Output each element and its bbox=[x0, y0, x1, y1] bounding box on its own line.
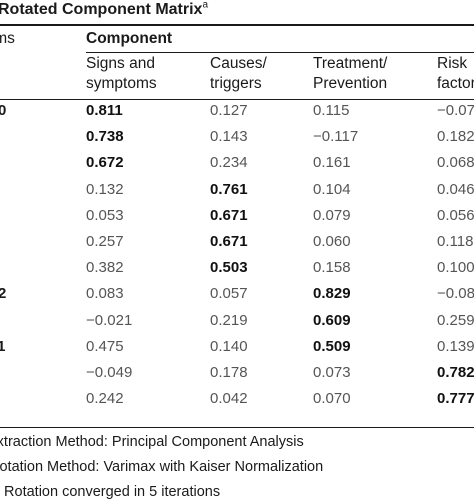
table-cell: 0.609 bbox=[313, 312, 351, 330]
component-group-header: Component bbox=[86, 30, 172, 48]
table-cell: −0.049 bbox=[86, 364, 132, 382]
column-header-1-line-1: triggers bbox=[210, 75, 262, 93]
table-cell: 0.046 bbox=[437, 181, 474, 199]
table-cell: 0.509 bbox=[313, 338, 351, 356]
title-footnote-marker: a bbox=[202, 0, 208, 11]
table-cell: 0.083 bbox=[86, 285, 124, 303]
bottom-rule bbox=[0, 427, 474, 428]
footnote-convergence: a Rotation converged in 5 iterations bbox=[0, 483, 220, 501]
table-cell: 0.073 bbox=[313, 364, 351, 382]
table-cell: 0.127 bbox=[210, 102, 248, 120]
table-cell: 0.242 bbox=[86, 390, 124, 408]
column-header-3-line-1: factors bbox=[437, 75, 474, 93]
table-cell: 0.234 bbox=[210, 154, 248, 172]
table-title: Rotated Component Matrixa bbox=[0, 0, 208, 20]
table-cell: −0.071 bbox=[437, 102, 474, 120]
table-cell: 0.042 bbox=[210, 390, 248, 408]
table-cell: 0.070 bbox=[313, 390, 351, 408]
table-cell: 0.057 bbox=[210, 285, 248, 303]
table-cell: 0.140 bbox=[210, 338, 248, 356]
table-cell: 0.158 bbox=[313, 259, 351, 277]
items-column-header: Items bbox=[0, 30, 15, 48]
table-cell: 0.259 bbox=[437, 312, 474, 330]
table-cell: 0.219 bbox=[210, 312, 248, 330]
column-header-2-line-1: Prevention bbox=[313, 75, 387, 93]
table-cell: 0.161 bbox=[313, 154, 351, 172]
footnote-extraction: Extraction Method: Principal Component A… bbox=[0, 433, 304, 451]
table-cell: 0.829 bbox=[313, 285, 351, 303]
footnote-convergence-text: Rotation converged in 5 iterations bbox=[4, 484, 220, 500]
table-cell: −0.08 bbox=[437, 285, 474, 303]
table-cell: 0.777 bbox=[437, 390, 474, 408]
component-group-rule bbox=[86, 52, 474, 53]
table-cell: 0.104 bbox=[313, 181, 351, 199]
row-item-label: Q11 bbox=[0, 338, 6, 356]
column-header-0-line-1: symptoms bbox=[86, 75, 157, 93]
table-cell: 0.132 bbox=[86, 181, 124, 199]
table-cell: 0.761 bbox=[210, 181, 248, 199]
table-title-text: Rotated Component Matrix bbox=[0, 1, 202, 18]
footnote-rotation: Rotation Method: Varimax with Kaiser Nor… bbox=[0, 458, 323, 476]
column-header-1-line-0: Causes/ bbox=[210, 55, 267, 73]
table-cell: 0.503 bbox=[210, 259, 248, 277]
table-cell: 0.178 bbox=[210, 364, 248, 382]
table-cell: 0.100 bbox=[437, 259, 474, 277]
column-header-3-line-0: Risk bbox=[437, 55, 467, 73]
header-bottom-rule bbox=[0, 99, 474, 100]
column-header-0-line-0: Signs and bbox=[86, 55, 155, 73]
column-header-2-line-0: Treatment/ bbox=[313, 55, 387, 73]
table-cell: 0.672 bbox=[86, 154, 124, 172]
row-item-label: Q10 bbox=[0, 102, 6, 120]
table-cell: 0.068 bbox=[437, 154, 474, 172]
row-item-label: Q12 bbox=[0, 285, 6, 303]
table-cell: 0.811 bbox=[86, 102, 123, 120]
table-cell: 0.475 bbox=[86, 338, 124, 356]
table-cell: 0.118 bbox=[437, 233, 473, 251]
table-cell: −0.117 bbox=[313, 128, 358, 146]
table-cell: 0.671 bbox=[210, 233, 248, 251]
table-cell: 0.671 bbox=[210, 207, 248, 225]
table-cell: 0.060 bbox=[313, 233, 351, 251]
table-cell: 0.782 bbox=[437, 364, 474, 382]
table-cell: 0.053 bbox=[86, 207, 124, 225]
table-cell: 0.738 bbox=[86, 128, 124, 146]
top-rule bbox=[0, 24, 474, 26]
table-cell: 0.115 bbox=[313, 102, 349, 120]
table-cell: 0.182 bbox=[437, 128, 474, 146]
table-cell: 0.139 bbox=[437, 338, 474, 356]
table-cell: 0.056 bbox=[437, 207, 474, 225]
table-cell: 0.382 bbox=[86, 259, 124, 277]
table-cell: 0.143 bbox=[210, 128, 248, 146]
table-cell: −0.021 bbox=[86, 312, 132, 330]
table-cell: 0.079 bbox=[313, 207, 351, 225]
table-cell: 0.257 bbox=[86, 233, 124, 251]
